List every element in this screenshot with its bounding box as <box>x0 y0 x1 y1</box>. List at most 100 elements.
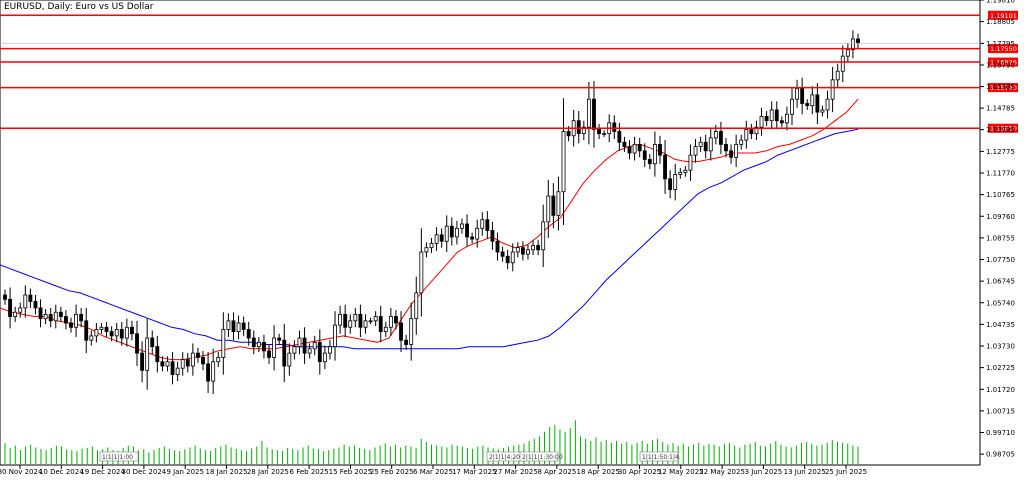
candle-body-up <box>796 88 799 99</box>
candle-body-up <box>653 144 656 163</box>
candle-body-down <box>268 351 271 357</box>
candle-body-up <box>735 144 738 157</box>
candle-body-up <box>166 362 169 366</box>
candle-body-down <box>156 347 159 362</box>
candle-body-up <box>313 342 316 348</box>
candle-body-down <box>29 295 32 301</box>
candle-body-up <box>44 314 47 318</box>
event-marker-label: 2|1|1|1:30:00 <box>522 454 563 461</box>
candle-body-down <box>638 144 641 150</box>
candle-body-down <box>471 237 474 239</box>
y-tick-label: 1.01720 <box>986 386 1015 394</box>
y-tick-label: 1.11770 <box>986 170 1015 178</box>
candle-body-down <box>303 338 306 353</box>
candle-body-up <box>176 368 179 374</box>
candle-body-down <box>577 121 580 134</box>
candle-body-up <box>410 319 413 345</box>
candle-body-up <box>547 196 550 222</box>
candle-body-up <box>435 235 438 244</box>
candle-body-down <box>719 131 722 144</box>
candle-body-up <box>288 353 291 366</box>
candle-body-down <box>207 364 210 381</box>
candle-body-down <box>9 299 12 316</box>
y-tick-label: 1.04735 <box>986 321 1015 329</box>
candle-body-down <box>49 314 52 320</box>
candle-body-down <box>618 131 621 142</box>
candle-body-down <box>730 151 733 157</box>
candle-body-down <box>592 99 595 129</box>
candle-body-down <box>130 327 133 333</box>
candle-body-up <box>389 317 392 328</box>
candle-body-down <box>648 159 651 163</box>
candle-body-down <box>201 357 204 363</box>
x-tick-label: 6 Feb 2025 <box>290 468 329 476</box>
candle-body-down <box>598 129 601 133</box>
candle-body-up <box>587 99 590 127</box>
candle-body-down <box>466 224 469 237</box>
candle-body-down <box>39 308 42 319</box>
candle-body-up <box>14 312 17 316</box>
candle-body-down <box>658 144 661 155</box>
candle-body-down <box>506 256 509 262</box>
candle-body-down <box>262 342 265 351</box>
chart-title: EURUSD, Daily: Euro vs US Dollar <box>4 2 154 12</box>
y-tick-label: 1.07750 <box>986 256 1015 264</box>
candle-body-down <box>252 338 255 347</box>
candle-body-down <box>59 312 62 316</box>
candle-body-up <box>557 192 560 216</box>
candle-body-up <box>420 252 423 293</box>
x-tick-label: 6 Mar 2025 <box>413 468 453 476</box>
y-tick-label: 1.06745 <box>986 278 1015 286</box>
candle-body-down <box>151 338 154 347</box>
x-tick-label: 18 Apr 2025 <box>577 468 620 476</box>
candle-body-up <box>633 144 636 153</box>
y-tick-label: 1.18805 <box>986 18 1015 26</box>
candle-body-down <box>613 123 616 132</box>
candle-body-up <box>323 353 326 362</box>
event-marker-label: 1|1|1:50:1|4: <box>642 454 681 461</box>
y-tick-label: 1.19810 <box>986 0 1015 5</box>
candle-body-up <box>125 327 128 338</box>
y-tick-label: 1.12775 <box>986 148 1015 156</box>
candle-body-up <box>257 342 260 346</box>
candle-body-up <box>430 243 433 247</box>
y-tick-label: 1.13785 <box>986 126 1015 134</box>
candle-body-up <box>684 170 687 172</box>
x-tick-label: 25 Feb 2025 <box>370 468 414 476</box>
candle-body-down <box>242 323 245 329</box>
candle-body-up <box>293 347 296 353</box>
candle-body-up <box>689 155 692 170</box>
candle-body-up <box>740 140 743 144</box>
x-axis: 30 Nov 202410 Dec 202419 Dec 202430 Dec … <box>0 465 867 476</box>
candle-body-up <box>212 362 215 381</box>
candle-body-up <box>349 321 352 327</box>
candle-body-down <box>110 332 113 336</box>
y-axis: 1.198101.188051.177951.167901.157851.147… <box>980 0 1015 459</box>
candle-body-down <box>780 121 783 123</box>
candle-body-down <box>161 362 164 366</box>
candle-body-down <box>232 321 235 332</box>
y-tick-label: 0.99710 <box>986 429 1015 437</box>
candle-body-up <box>24 295 27 308</box>
candle-body-up <box>846 50 849 56</box>
y-tick-label: 1.00715 <box>986 407 1015 415</box>
candle-body-up <box>542 222 545 250</box>
candle-body-up <box>273 338 276 357</box>
x-tick-label: 28 Jan 2025 <box>247 468 289 476</box>
candle-body-up <box>836 71 839 80</box>
candle-body-down <box>491 230 494 241</box>
candle-body-down <box>724 144 727 150</box>
candle-body-up <box>760 116 763 127</box>
candle-body-up <box>770 110 773 121</box>
candle-body-down <box>623 142 626 146</box>
candle-body-down <box>379 317 382 332</box>
candle-body-down <box>105 327 108 331</box>
candle-body-up <box>455 228 458 237</box>
y-tick-label: 1.14785 <box>986 105 1015 113</box>
candle-body-up <box>714 131 717 137</box>
candle-body-up <box>745 129 748 140</box>
candle-body-down <box>765 116 768 120</box>
candle-body-down <box>450 226 453 237</box>
candle-body-up <box>476 228 479 239</box>
candle-body-up <box>19 308 22 312</box>
